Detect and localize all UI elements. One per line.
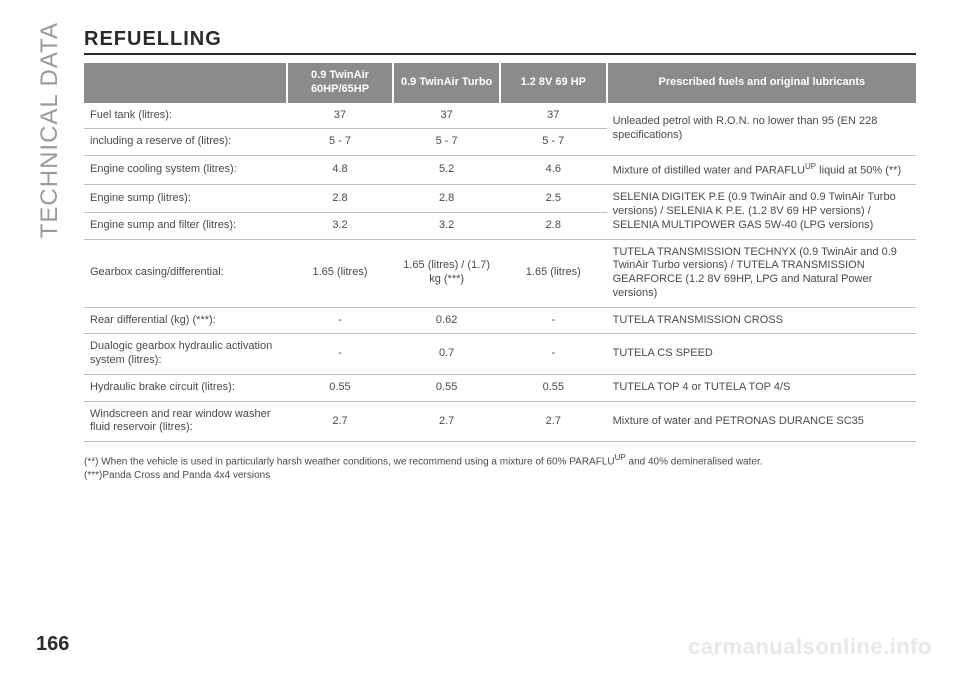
table-row: Fuel tank (litres): 37 37 37 Unleaded pe… bbox=[84, 103, 916, 129]
cell-value: 3.2 bbox=[287, 212, 394, 239]
header-col2: 0.9 TwinAir Turbo bbox=[393, 63, 500, 103]
cell-label: Hydraulic brake circuit (litres): bbox=[84, 374, 287, 401]
table-header-row: 0.9 TwinAir 60HP/65HP 0.9 TwinAir Turbo … bbox=[84, 63, 916, 103]
cell-label: Fuel tank (litres): bbox=[84, 103, 287, 129]
cell-label: Engine sump and filter (litres): bbox=[84, 212, 287, 239]
cell-desc: Mixture of distilled water and PARAFLUUP… bbox=[607, 156, 916, 185]
cell-label: Dualogic gearbox hydraulic activation sy… bbox=[84, 334, 287, 375]
cell-value: 4.8 bbox=[287, 156, 394, 185]
cell-value: 1.65 (litres) bbox=[500, 239, 607, 307]
cell-value: 1.65 (litres) / (1.7) kg (***) bbox=[393, 239, 500, 307]
table-row: Windscreen and rear window washer fluid … bbox=[84, 401, 916, 442]
footnote-sup: UP bbox=[615, 453, 626, 462]
cell-value: - bbox=[287, 307, 394, 334]
page: TECHNICAL DATA REFUELLING 0.9 TwinAir 60… bbox=[0, 0, 960, 483]
cell-value: 2.7 bbox=[500, 401, 607, 442]
cell-desc: TUTELA TOP 4 or TUTELA TOP 4/S bbox=[607, 374, 916, 401]
cell-desc: TUTELA TRANSMISSION CROSS bbox=[607, 307, 916, 334]
cell-value: 2.8 bbox=[287, 185, 394, 212]
cell-label: Rear differential (kg) (***): bbox=[84, 307, 287, 334]
cell-desc: TUTELA CS SPEED bbox=[607, 334, 916, 375]
desc-text: liquid at 50% (**) bbox=[816, 165, 901, 177]
cell-desc: SELENIA DIGITEK P.E (0.9 TwinAir and 0.9… bbox=[607, 185, 916, 239]
cell-value: 5.2 bbox=[393, 156, 500, 185]
cell-value: 4.6 bbox=[500, 156, 607, 185]
footnote-1: (**) When the vehicle is used in particu… bbox=[84, 452, 916, 469]
watermark: carmanualsonline.info bbox=[688, 634, 932, 660]
table-row: Hydraulic brake circuit (litres): 0.55 0… bbox=[84, 374, 916, 401]
footnote-2: (***)Panda Cross and Panda 4x4 versions bbox=[84, 469, 916, 483]
table-row: Dualogic gearbox hydraulic activation sy… bbox=[84, 334, 916, 375]
content-area: REFUELLING 0.9 TwinAir 60HP/65HP 0.9 Twi… bbox=[84, 28, 916, 483]
table-row: Rear differential (kg) (***): - 0.62 - T… bbox=[84, 307, 916, 334]
cell-value: 37 bbox=[393, 103, 500, 129]
cell-value: - bbox=[500, 307, 607, 334]
cell-value: 0.62 bbox=[393, 307, 500, 334]
cell-value: 2.8 bbox=[393, 185, 500, 212]
cell-value: 5 - 7 bbox=[393, 129, 500, 156]
cell-value: 2.5 bbox=[500, 185, 607, 212]
table-row: Gearbox casing/differential: 1.65 (litre… bbox=[84, 239, 916, 307]
table-row: Engine sump (litres): 2.8 2.8 2.5 SELENI… bbox=[84, 185, 916, 212]
cell-desc: Mixture of water and PETRONAS DURANCE SC… bbox=[607, 401, 916, 442]
cell-label: Engine sump (litres): bbox=[84, 185, 287, 212]
header-col4: Prescribed fuels and original lubricants bbox=[607, 63, 916, 103]
cell-desc: TUTELA TRANSMISSION TECHNYX (0.9 TwinAir… bbox=[607, 239, 916, 307]
section-label: TECHNICAL DATA bbox=[36, 22, 64, 238]
cell-label: including a reserve of (litres): bbox=[84, 129, 287, 156]
cell-label: Gearbox casing/differential: bbox=[84, 239, 287, 307]
cell-value: 3.2 bbox=[393, 212, 500, 239]
refuelling-table: 0.9 TwinAir 60HP/65HP 0.9 TwinAir Turbo … bbox=[84, 63, 916, 442]
cell-value: - bbox=[287, 334, 394, 375]
cell-value: 0.55 bbox=[500, 374, 607, 401]
cell-desc: Unleaded petrol with R.O.N. no lower tha… bbox=[607, 103, 916, 156]
cell-value: 0.55 bbox=[393, 374, 500, 401]
cell-value: 5 - 7 bbox=[500, 129, 607, 156]
footnote-text: (**) When the vehicle is used in particu… bbox=[84, 456, 615, 467]
header-col3: 1.2 8V 69 HP bbox=[500, 63, 607, 103]
footnotes: (**) When the vehicle is used in particu… bbox=[84, 452, 916, 483]
cell-label: Engine cooling system (litres): bbox=[84, 156, 287, 185]
header-blank bbox=[84, 63, 287, 103]
page-title: REFUELLING bbox=[84, 28, 916, 55]
page-number: 166 bbox=[36, 633, 69, 656]
cell-value: 2.7 bbox=[393, 401, 500, 442]
desc-text: Mixture of distilled water and PARAFLU bbox=[613, 165, 805, 177]
cell-value: 1.65 (litres) bbox=[287, 239, 394, 307]
desc-sup: UP bbox=[805, 162, 816, 171]
cell-value: 5 - 7 bbox=[287, 129, 394, 156]
cell-value: 0.7 bbox=[393, 334, 500, 375]
table-row: Engine cooling system (litres): 4.8 5.2 … bbox=[84, 156, 916, 185]
cell-value: 2.7 bbox=[287, 401, 394, 442]
cell-value: 2.8 bbox=[500, 212, 607, 239]
cell-label: Windscreen and rear window washer fluid … bbox=[84, 401, 287, 442]
footnote-text: and 40% demineralised water. bbox=[626, 456, 763, 467]
cell-value: 37 bbox=[287, 103, 394, 129]
cell-value: 0.55 bbox=[287, 374, 394, 401]
header-col1: 0.9 TwinAir 60HP/65HP bbox=[287, 63, 394, 103]
cell-value: 37 bbox=[500, 103, 607, 129]
cell-value: - bbox=[500, 334, 607, 375]
